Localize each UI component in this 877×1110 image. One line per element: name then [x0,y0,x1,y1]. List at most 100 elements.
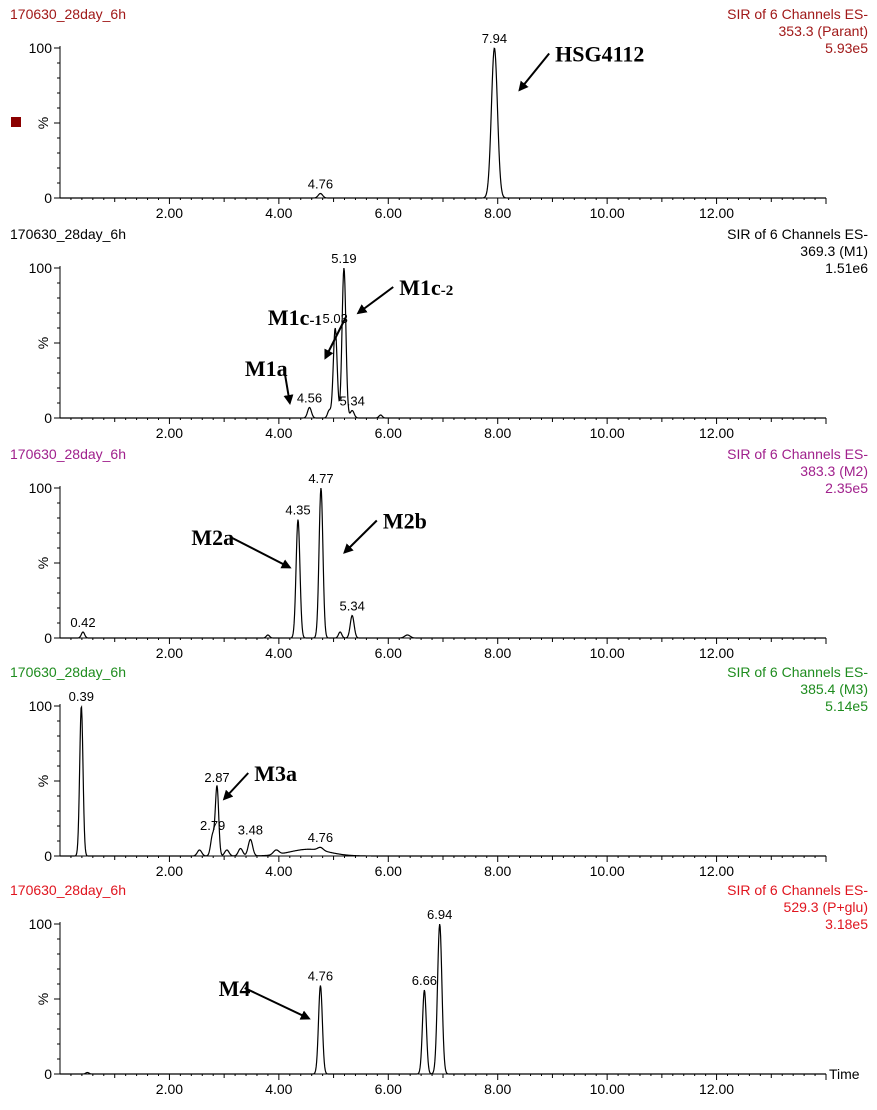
sample-name: 170630_28day_6h [10,446,126,462]
y-tick-label-100: 100 [29,260,53,276]
y-tick-label-0: 0 [44,848,52,864]
legend-marker [11,117,21,127]
y-axis-percent-label: % [35,775,51,787]
peak-label: 6.94 [427,907,452,922]
peak-label: 3.48 [238,823,263,838]
sample-name: 170630_28day_6h [10,6,126,22]
x-tick-label: 2.00 [156,645,183,661]
peak-label: 5.03 [323,311,348,326]
peak-label: 5.34 [340,599,365,614]
metabolite-annotation: HSG4112 [555,42,644,67]
channel-title: SIR of 6 Channels ES- [727,664,868,680]
x-tick-label: 10.00 [590,1081,625,1097]
channel-mass: 385.4 (M3) [800,681,868,697]
channel-mass: 529.3 (P+glu) [784,899,868,915]
chromatogram-panel-4: 170630_28day_6h SIR of 6 Channels ES-385.… [10,664,868,879]
metabolite-annotation: M1c-1 [268,305,322,330]
metabolite-annotation: M1a [245,356,288,381]
y-tick-label-100: 100 [29,916,53,932]
peak-label: 5.34 [340,394,365,409]
peak-label: 4.77 [308,471,333,486]
intensity-label: 5.93e5 [825,40,868,56]
y-tick-label-100: 100 [29,698,53,714]
peak-label: 2.79 [200,818,225,833]
peak-label: 4.35 [285,503,310,518]
chromatogram-panel-1: 170630_28day_6h SIR of 6 Channels ES-353.… [10,6,868,221]
y-tick-label-0: 0 [44,1066,52,1082]
annotation-name: M2b [383,509,427,534]
trace-line [60,488,826,639]
annotation-name: M1a [245,356,288,381]
channel-title: SIR of 6 Channels ES- [727,6,868,22]
channel-mass: 383.3 (M2) [800,463,868,479]
annotation-name: HSG4112 [555,42,644,67]
annotation-arrow [343,519,378,554]
x-tick-label: 4.00 [265,205,292,221]
peak-label: 0.39 [69,689,94,704]
x-tick-label: 2.00 [156,205,183,221]
annotation-arrow [518,52,550,92]
annotation-name: M1c [268,305,310,330]
peak-label: 0.42 [70,615,95,630]
sample-name: 170630_28day_6h [10,882,126,898]
y-axis-percent-label: % [35,117,51,129]
chromatogram-panel-5: 170630_28day_6h SIR of 6 Channels ES-529.… [10,882,868,1097]
x-tick-label: 4.00 [265,425,292,441]
intensity-label: 3.18e5 [825,916,868,932]
x-tick-label: 2.00 [156,1081,183,1097]
annotation-arrow [229,536,292,569]
annotation-suffix: -1 [309,313,322,329]
trace-line [60,923,826,1075]
x-tick-label: 10.00 [590,863,625,879]
y-tick-label-0: 0 [44,410,52,426]
y-tick-label-0: 0 [44,630,52,646]
intensity-label: 1.51e6 [825,260,868,276]
channel-title: SIR of 6 Channels ES- [727,446,868,462]
x-tick-label: 4.00 [265,863,292,879]
peak-label: 4.76 [308,969,333,984]
annotation-arrow [244,987,311,1020]
metabolite-annotation: M1c-2 [399,275,453,300]
y-axis-percent-label: % [35,337,51,349]
channel-title: SIR of 6 Channels ES- [727,226,868,242]
chromatogram-panel-2: 170630_28day_6h SIR of 6 Channels ES-369.… [10,226,868,441]
y-tick-label-100: 100 [29,480,53,496]
metabolite-annotation: M2b [383,509,427,534]
peak-label: 4.56 [297,391,322,406]
intensity-label: 2.35e5 [825,480,868,496]
x-tick-label: 10.00 [590,645,625,661]
x-tick-label: 12.00 [699,425,734,441]
x-tick-label: 6.00 [375,425,402,441]
x-tick-label: 2.00 [156,425,183,441]
x-tick-label: 8.00 [484,425,511,441]
x-tick-label: 12.00 [699,205,734,221]
annotation-name: M1c [399,275,441,300]
x-tick-label: 10.00 [590,425,625,441]
trace-line [60,268,826,419]
annotation-arrow [324,316,347,360]
annotation-arrow [356,286,394,315]
metabolite-annotation: M3a [254,761,297,786]
peak-label: 2.87 [204,770,229,785]
x-tick-label: 2.00 [156,863,183,879]
peak-label: 4.76 [308,177,333,192]
x-tick-label: 10.00 [590,205,625,221]
x-tick-label: 4.00 [265,1081,292,1097]
annotation-name: M2a [191,525,234,550]
x-tick-label: 6.00 [375,863,402,879]
trace-line [60,704,826,857]
y-tick-label-0: 0 [44,190,52,206]
annotation-arrow [282,367,294,405]
x-tick-label: 8.00 [484,205,511,221]
chromatogram-panel-3: 170630_28day_6h SIR of 6 Channels ES-383.… [10,446,868,661]
channel-mass: 353.3 (Parant) [779,23,869,39]
x-tick-label: 6.00 [375,645,402,661]
intensity-label: 5.14e5 [825,698,868,714]
x-tick-label: 8.00 [484,645,511,661]
channel-mass: 369.3 (M1) [800,243,868,259]
x-axis-title: Time [829,1066,860,1082]
x-tick-label: 12.00 [699,645,734,661]
metabolite-annotation: M2a [191,525,234,550]
